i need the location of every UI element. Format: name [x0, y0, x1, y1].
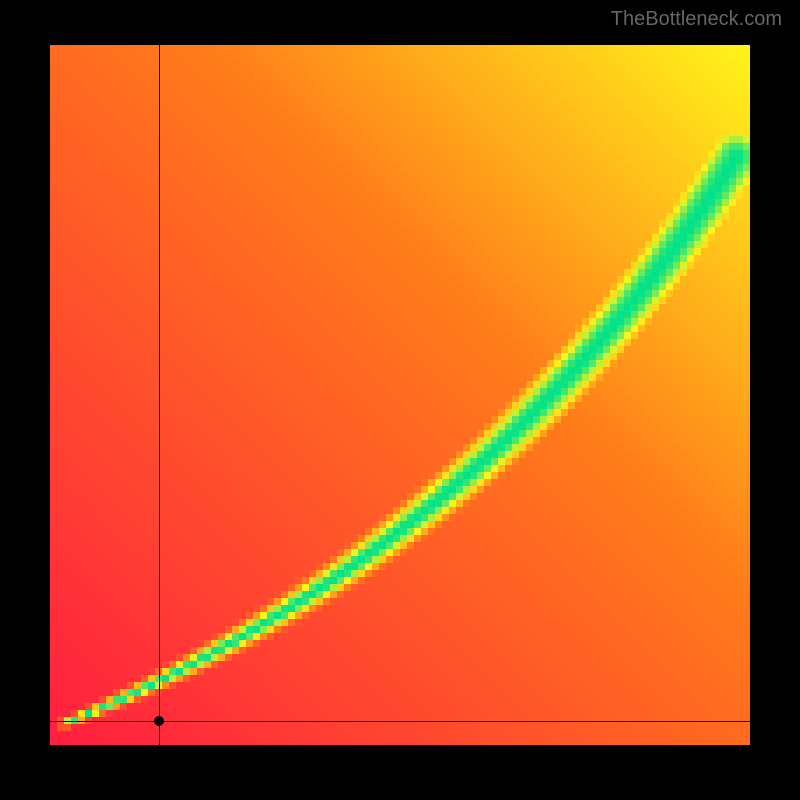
- watermark-text: TheBottleneck.com: [611, 8, 782, 31]
- heatmap-canvas: [50, 45, 750, 745]
- heatmap-plot: [50, 45, 750, 745]
- crosshair-vertical: [159, 45, 160, 745]
- marker-dot: [154, 716, 164, 726]
